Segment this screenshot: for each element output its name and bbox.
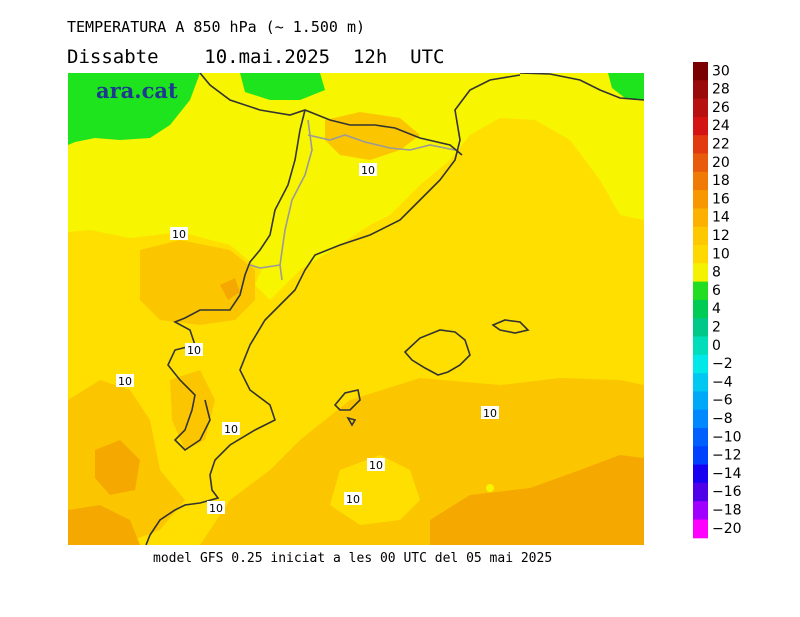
colorbar-swatch bbox=[693, 519, 708, 539]
colorbar-swatch bbox=[693, 135, 708, 154]
svg-text:10: 10 bbox=[209, 502, 223, 515]
colorbar-label: −12 bbox=[712, 448, 742, 464]
colorbar-label: 6 bbox=[712, 283, 721, 299]
colorbar-label: −4 bbox=[712, 374, 733, 390]
colorbar-swatch bbox=[693, 171, 708, 191]
colorbar-swatch bbox=[693, 208, 708, 228]
colorbar-swatch bbox=[693, 153, 708, 173]
svg-text:10: 10 bbox=[361, 164, 375, 177]
colorbar-swatch bbox=[693, 116, 708, 136]
island-menorca bbox=[491, 319, 530, 334]
colorbar-label: 18 bbox=[712, 173, 730, 189]
colorbar-swatch bbox=[693, 299, 708, 319]
contour-label: 10 bbox=[207, 501, 225, 515]
svg-text:10: 10 bbox=[369, 459, 383, 472]
colorbar-swatch bbox=[693, 318, 708, 337]
colorbar-swatch bbox=[693, 190, 708, 209]
colorbar-label: 4 bbox=[712, 301, 721, 317]
colorbar-swatch bbox=[693, 263, 708, 283]
colorbar-label: −16 bbox=[712, 484, 742, 500]
svg-text:10: 10 bbox=[118, 375, 132, 388]
contour-label: 10 bbox=[116, 374, 134, 388]
colorbar-label: 14 bbox=[712, 210, 730, 226]
colorbar-label: 28 bbox=[712, 82, 730, 98]
colorbar-label: −10 bbox=[712, 429, 742, 445]
svg-text:10: 10 bbox=[172, 228, 186, 241]
brand-logo: ara.cat bbox=[96, 78, 178, 103]
green-region bbox=[68, 73, 200, 145]
contour-label: 10 bbox=[222, 422, 240, 436]
colorbar-label: −14 bbox=[712, 466, 742, 482]
yellow-region bbox=[68, 73, 644, 270]
colorbar-swatch bbox=[693, 98, 708, 118]
political-border bbox=[249, 119, 456, 281]
contour-label: 10 bbox=[359, 163, 377, 177]
contour-label: 10 bbox=[481, 406, 499, 420]
colorbar-label: 8 bbox=[712, 265, 721, 281]
chart-title: TEMPERATURA A 850 hPa (~ 1.500 m) bbox=[67, 18, 366, 36]
colorbar-label: −18 bbox=[712, 503, 742, 519]
colorbar-label: −8 bbox=[712, 411, 733, 427]
colorbar-swatch bbox=[693, 245, 708, 264]
svg-text:10: 10 bbox=[224, 423, 238, 436]
colorbar-label: 16 bbox=[712, 191, 730, 207]
model-info: model GFS 0.25 iniciat a les 00 UTC del … bbox=[153, 551, 553, 566]
colorbar-label: −6 bbox=[712, 393, 733, 409]
colorbar-label: 10 bbox=[712, 246, 730, 262]
colorbar-swatch bbox=[693, 373, 708, 392]
colorbar-swatch bbox=[693, 501, 708, 520]
colorbar-swatch bbox=[693, 428, 708, 447]
colorbar-swatch bbox=[693, 482, 708, 502]
colorbar: 302826242220181614121086420−2−4−6−8−10−1… bbox=[693, 62, 742, 539]
colorbar-label: 22 bbox=[712, 137, 730, 153]
date-subtitle: Dissabte 10.mai.2025 12h UTC bbox=[67, 46, 445, 68]
colorbar-swatch bbox=[693, 354, 708, 374]
colorbar-label: 24 bbox=[712, 118, 730, 134]
colorbar-swatch bbox=[693, 281, 708, 301]
coastline bbox=[145, 73, 644, 545]
colorbar-swatch bbox=[693, 226, 708, 246]
svg-text:10: 10 bbox=[346, 493, 360, 506]
contour-labels: 10 10 10 10 10 10 10 10 10 bbox=[116, 163, 499, 515]
colorbar-swatch bbox=[693, 464, 708, 484]
contour-label: 10 bbox=[170, 227, 188, 241]
colorbar-swatch bbox=[693, 409, 708, 429]
colorbar-label: 12 bbox=[712, 228, 730, 244]
colorbar-swatch bbox=[693, 391, 708, 411]
contour-label: 10 bbox=[185, 343, 203, 357]
colorbar-label: 20 bbox=[712, 155, 730, 171]
colorbar-swatch bbox=[693, 80, 708, 100]
colorbar-label: −20 bbox=[712, 521, 742, 537]
contour-label: 10 bbox=[344, 492, 362, 506]
colorbar-label: 2 bbox=[712, 320, 721, 336]
svg-text:10: 10 bbox=[483, 407, 497, 420]
contour-label: 10 bbox=[367, 458, 385, 472]
colorbar-label: −2 bbox=[712, 356, 733, 372]
colorbar-label: 30 bbox=[712, 63, 730, 79]
colorbar-swatch bbox=[693, 62, 708, 81]
colorbar-label: 26 bbox=[712, 100, 730, 116]
colorbar-label: 0 bbox=[712, 338, 721, 354]
svg-text:10: 10 bbox=[187, 344, 201, 357]
island-mallorca bbox=[403, 329, 471, 376]
colorbar-swatch bbox=[693, 446, 708, 466]
colorbar-swatch bbox=[693, 336, 708, 356]
island-ibiza bbox=[333, 389, 361, 427]
